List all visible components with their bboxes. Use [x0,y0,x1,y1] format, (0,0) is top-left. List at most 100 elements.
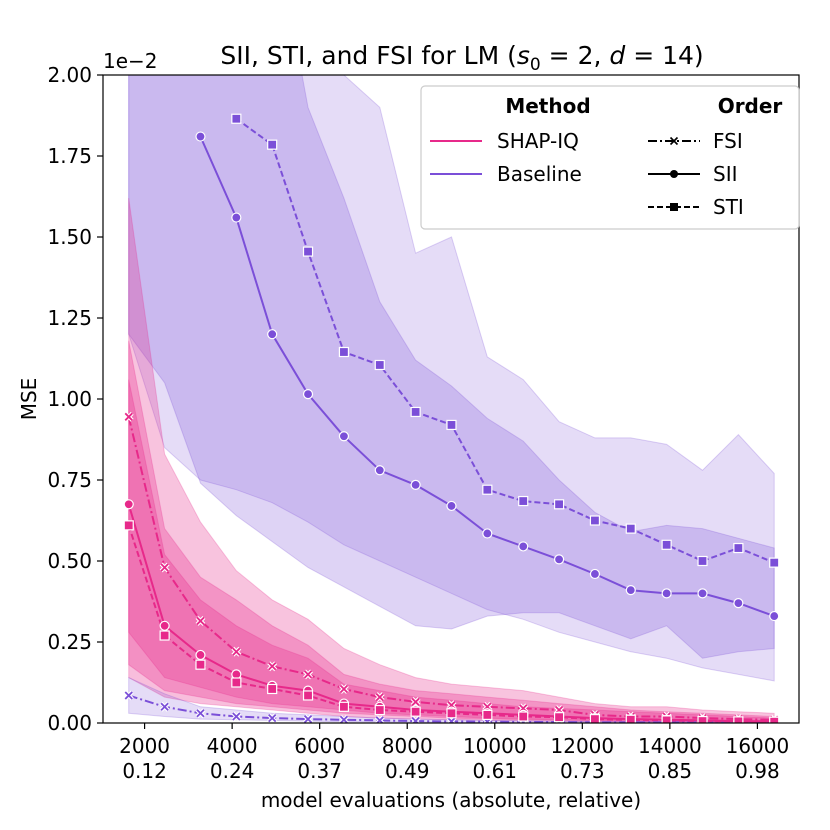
x-tick-label-absolute: 2000 [119,734,170,758]
baseline-fsi-point [160,702,169,711]
chart-title-prefix: SII, STI, and FSI for LM ( [220,41,517,70]
shap-iq-sti-point [697,715,708,723]
shap-iq-fsi-point [268,662,277,671]
legend-baseline-label: Baseline [497,162,582,186]
y-tick-label: 1.50 [47,225,92,249]
x-tick-label-absolute: 14000 [638,734,702,758]
baseline-sii-point [769,610,780,622]
title-close: ) [694,41,704,70]
baseline-fsi-point [232,712,241,721]
shap-iq-fsi-point [232,647,241,656]
legend-method-title: Method [505,94,590,118]
title-s-value: = 2, [541,41,610,70]
y-axis: 0.00 0.25 0.50 0.75 1.00 1.25 1.50 1.75 2.00 [47,63,103,735]
baseline-sii-point [267,329,278,340]
shap-iq-sti-point [482,709,493,721]
baseline-sii-point [661,588,672,599]
x-tick-label-relative: 0.98 [735,759,780,783]
x-tick-label-relative: 0.49 [385,759,430,783]
baseline-sii-point [553,554,565,565]
baseline-sti-point [589,515,601,526]
y-tick-label: 0.25 [47,630,92,654]
shap-iq-sti-point [733,716,744,723]
shap-iq-sti-point [589,714,601,723]
title-d-value: = 14 [625,41,694,70]
baseline-sti-point [446,419,457,431]
legend-sti-label: STI [713,195,744,219]
chart-title: SII, STI, and FSI for LM (s0 = 2, d = 14… [220,41,703,75]
shap-iq-sti-point [302,690,314,701]
shap-iq-sti-point [195,659,206,670]
baseline-fsi-point [339,715,349,723]
shap-iq-sti-point [374,704,385,716]
baseline-sii-point [410,479,421,490]
baseline-fsi-point [124,691,133,700]
legend-sti-marker [670,203,678,211]
legend-fsi-label: FSI [713,129,743,153]
shap-iq-fsi-point [160,563,169,572]
y-tick-label: 0.75 [47,468,92,492]
baseline-sti-point [697,555,708,567]
x-tick-label-relative: 0.85 [648,759,693,783]
baseline-sii-band [128,75,775,659]
shap-iq-fsi-point [124,412,133,421]
series-markers [123,113,780,723]
x-tick-label-absolute: 12000 [551,734,615,758]
shap-iq-sii-point [123,499,134,510]
confidence-bands [128,75,775,723]
legend-sii-marker [670,170,678,178]
shap-iq-sti-point [410,706,421,717]
baseline-sii-point [697,588,708,599]
shap-iq-sti-point [123,520,134,531]
y-offset-label: 1e−2 [103,49,158,73]
shap-iq-sti-point [267,683,278,695]
y-axis-label: MSE [17,378,41,421]
shap-iq-sti-point [518,711,529,722]
x-tick-label-relative: 0.73 [560,759,605,783]
x-tick-label-relative: 0.37 [297,759,342,783]
title-s-subscript: 0 [530,55,541,75]
baseline-sti-point [661,539,672,550]
shap-iq-sii-point [159,620,170,631]
baseline-fsi-point [196,709,205,718]
shap-iq-sti-point [769,716,780,723]
shap-iq-sti-point [661,715,672,723]
shap-iq-sti-point [231,677,242,688]
baseline-sii-point [625,585,636,596]
baseline-fsi-point [303,714,313,723]
baseline-sti-point [625,523,636,534]
legend-order-title: Order [718,94,783,118]
legend-shapiq-label: SHAP-IQ [497,129,579,153]
shap-iq-sti-point [338,701,350,712]
shap-iq-sti-point [446,708,457,719]
baseline-sti-band [128,75,775,682]
x-tick-label-relative: 0.61 [473,759,518,783]
baseline-sti-point [302,246,314,257]
shap-iq-sti-point [159,630,170,641]
x-tick-label-absolute: 8000 [382,734,433,758]
baseline-fsi-point [447,717,456,723]
x-tick-label-relative: 0.24 [210,759,255,783]
title-d: d [609,41,625,70]
legend-frame [420,85,800,230]
x-tick-label-absolute: 4000 [207,734,258,758]
shap-iq-fsi-point [375,692,384,702]
shap-iq-fsi-point [303,670,313,679]
title-s: s [517,41,530,70]
shap-iq-fsi-point [339,684,349,694]
baseline-sti-point [410,406,421,418]
y-tick-label: 2.00 [47,63,92,87]
baseline-sii-point [231,212,242,223]
x-tick-label-relative: 0.12 [122,759,167,783]
baseline-sti-line [235,117,775,564]
baseline-sii-point [195,131,206,142]
baseline-sti-point [518,495,529,507]
shap-iq-fsi-point [196,616,205,626]
shap-iq-sii-point [195,649,206,661]
baseline-sti-point [482,484,493,495]
baseline-sti-point [231,113,242,124]
baseline-sti-point [769,557,780,568]
legend-sii-label: SII [713,162,738,186]
shap-iq-fsi-point [411,697,420,707]
